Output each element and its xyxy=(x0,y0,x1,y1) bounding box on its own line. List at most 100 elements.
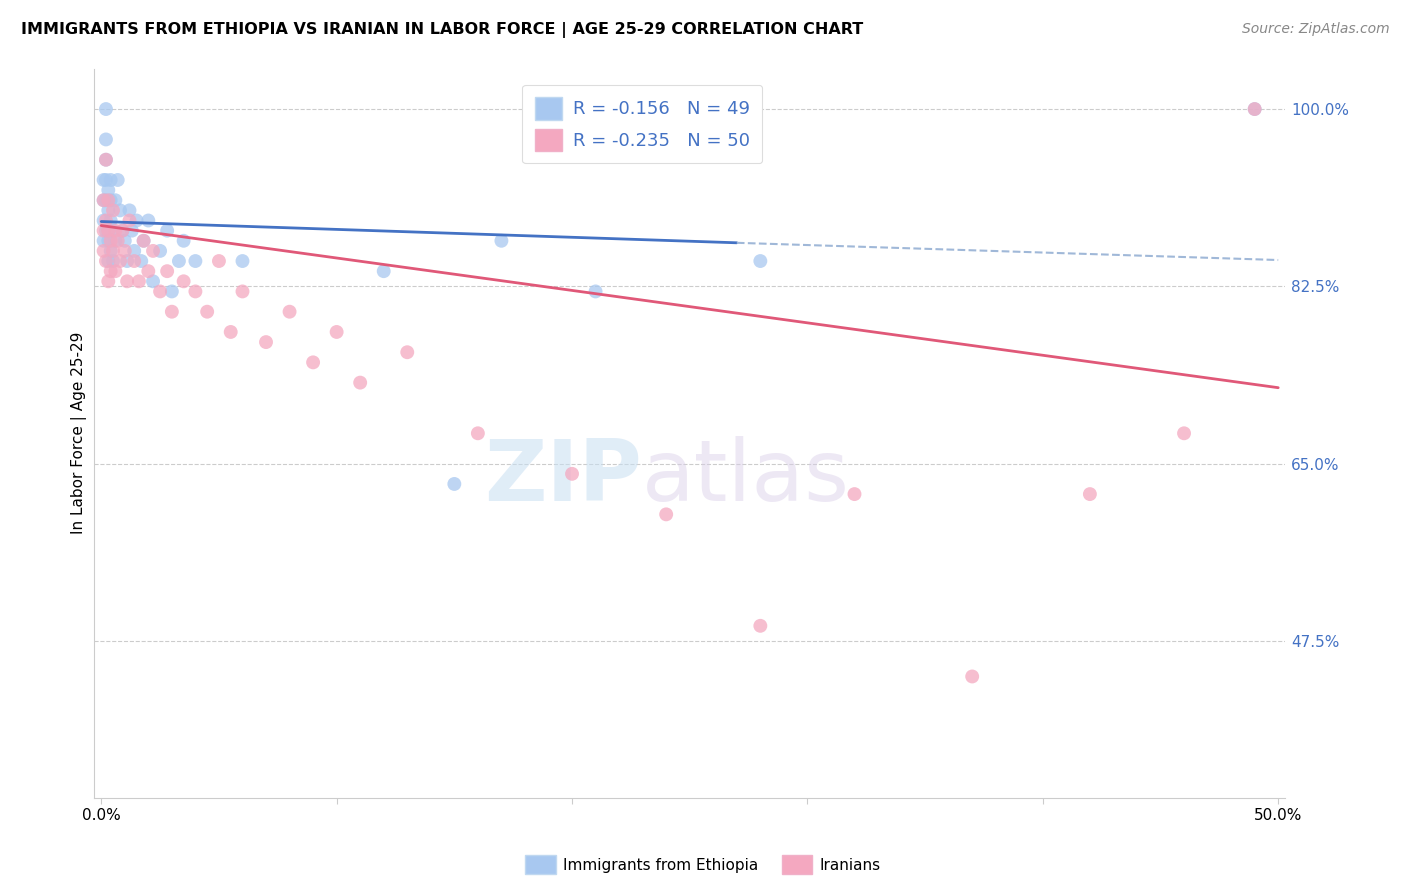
Point xyxy=(101,244,124,258)
Point xyxy=(97,183,120,197)
Point xyxy=(443,477,465,491)
Point xyxy=(94,224,117,238)
Point xyxy=(115,274,138,288)
Point xyxy=(104,264,127,278)
Point xyxy=(94,173,117,187)
Point xyxy=(122,254,145,268)
Point xyxy=(97,234,120,248)
Point xyxy=(115,254,138,268)
Point xyxy=(173,234,195,248)
Point xyxy=(101,224,124,238)
Point xyxy=(97,224,120,238)
Point xyxy=(231,254,253,268)
Point xyxy=(173,274,195,288)
Point xyxy=(101,254,124,268)
Point xyxy=(142,244,165,258)
Text: IMMIGRANTS FROM ETHIOPIA VS IRANIAN IN LABOR FORCE | AGE 25-29 CORRELATION CHART: IMMIGRANTS FROM ETHIOPIA VS IRANIAN IN L… xyxy=(21,22,863,38)
Point xyxy=(107,173,129,187)
Point xyxy=(93,213,115,227)
Point xyxy=(960,669,983,683)
Point xyxy=(1078,487,1101,501)
Point xyxy=(149,285,172,299)
Point xyxy=(94,153,117,167)
Point xyxy=(655,508,678,522)
Point xyxy=(125,213,148,227)
Point xyxy=(156,264,179,278)
Point xyxy=(396,345,419,359)
Point xyxy=(208,254,231,268)
Point xyxy=(132,234,155,248)
Text: Source: ZipAtlas.com: Source: ZipAtlas.com xyxy=(1241,22,1389,37)
Point xyxy=(231,285,253,299)
Point xyxy=(104,224,127,238)
Point xyxy=(100,213,122,227)
Point xyxy=(156,224,179,238)
Point xyxy=(111,224,134,238)
Point xyxy=(111,224,134,238)
Point xyxy=(97,203,120,218)
Point xyxy=(104,193,127,207)
Point xyxy=(107,234,129,248)
Point xyxy=(278,304,301,318)
Point xyxy=(122,244,145,258)
Point xyxy=(118,213,141,227)
Point xyxy=(100,234,122,248)
Point xyxy=(94,132,117,146)
Legend: Immigrants from Ethiopia, Iranians: Immigrants from Ethiopia, Iranians xyxy=(519,849,887,880)
Point xyxy=(491,234,513,248)
Point xyxy=(121,224,143,238)
Point xyxy=(114,244,136,258)
Point xyxy=(108,203,131,218)
Point xyxy=(1243,102,1265,116)
Point xyxy=(132,234,155,248)
Point xyxy=(1243,102,1265,116)
Point xyxy=(184,254,207,268)
Point xyxy=(100,244,122,258)
Point xyxy=(100,193,122,207)
Point xyxy=(373,264,395,278)
Point xyxy=(100,173,122,187)
Point xyxy=(118,203,141,218)
Point xyxy=(97,274,120,288)
Point xyxy=(100,264,122,278)
Point xyxy=(104,234,127,248)
Point xyxy=(167,254,190,268)
Point xyxy=(94,153,117,167)
Point xyxy=(142,274,165,288)
Point xyxy=(184,285,207,299)
Point xyxy=(94,193,117,207)
Point xyxy=(467,426,489,441)
Point xyxy=(93,224,115,238)
Point xyxy=(195,304,218,318)
Point xyxy=(94,254,117,268)
Point xyxy=(749,619,772,633)
Point xyxy=(160,304,183,318)
Text: atlas: atlas xyxy=(643,435,851,518)
Legend: R = -0.156   N = 49, R = -0.235   N = 50: R = -0.156 N = 49, R = -0.235 N = 50 xyxy=(522,85,762,163)
Point xyxy=(1173,426,1195,441)
Point xyxy=(749,254,772,268)
Point xyxy=(136,213,159,227)
Point xyxy=(93,193,115,207)
Point xyxy=(93,193,115,207)
Point xyxy=(585,285,607,299)
Point xyxy=(101,203,124,218)
Point xyxy=(302,355,325,369)
Point xyxy=(93,244,115,258)
Point xyxy=(94,102,117,116)
Y-axis label: In Labor Force | Age 25-29: In Labor Force | Age 25-29 xyxy=(72,332,87,534)
Point xyxy=(93,173,115,187)
Point xyxy=(108,254,131,268)
Point xyxy=(93,234,115,248)
Point xyxy=(97,224,120,238)
Point xyxy=(129,254,152,268)
Point xyxy=(219,325,242,339)
Point xyxy=(844,487,866,501)
Point xyxy=(349,376,371,390)
Point xyxy=(97,193,120,207)
Point xyxy=(254,335,277,350)
Text: ZIP: ZIP xyxy=(484,435,643,518)
Point xyxy=(94,213,117,227)
Point xyxy=(136,264,159,278)
Point xyxy=(561,467,583,481)
